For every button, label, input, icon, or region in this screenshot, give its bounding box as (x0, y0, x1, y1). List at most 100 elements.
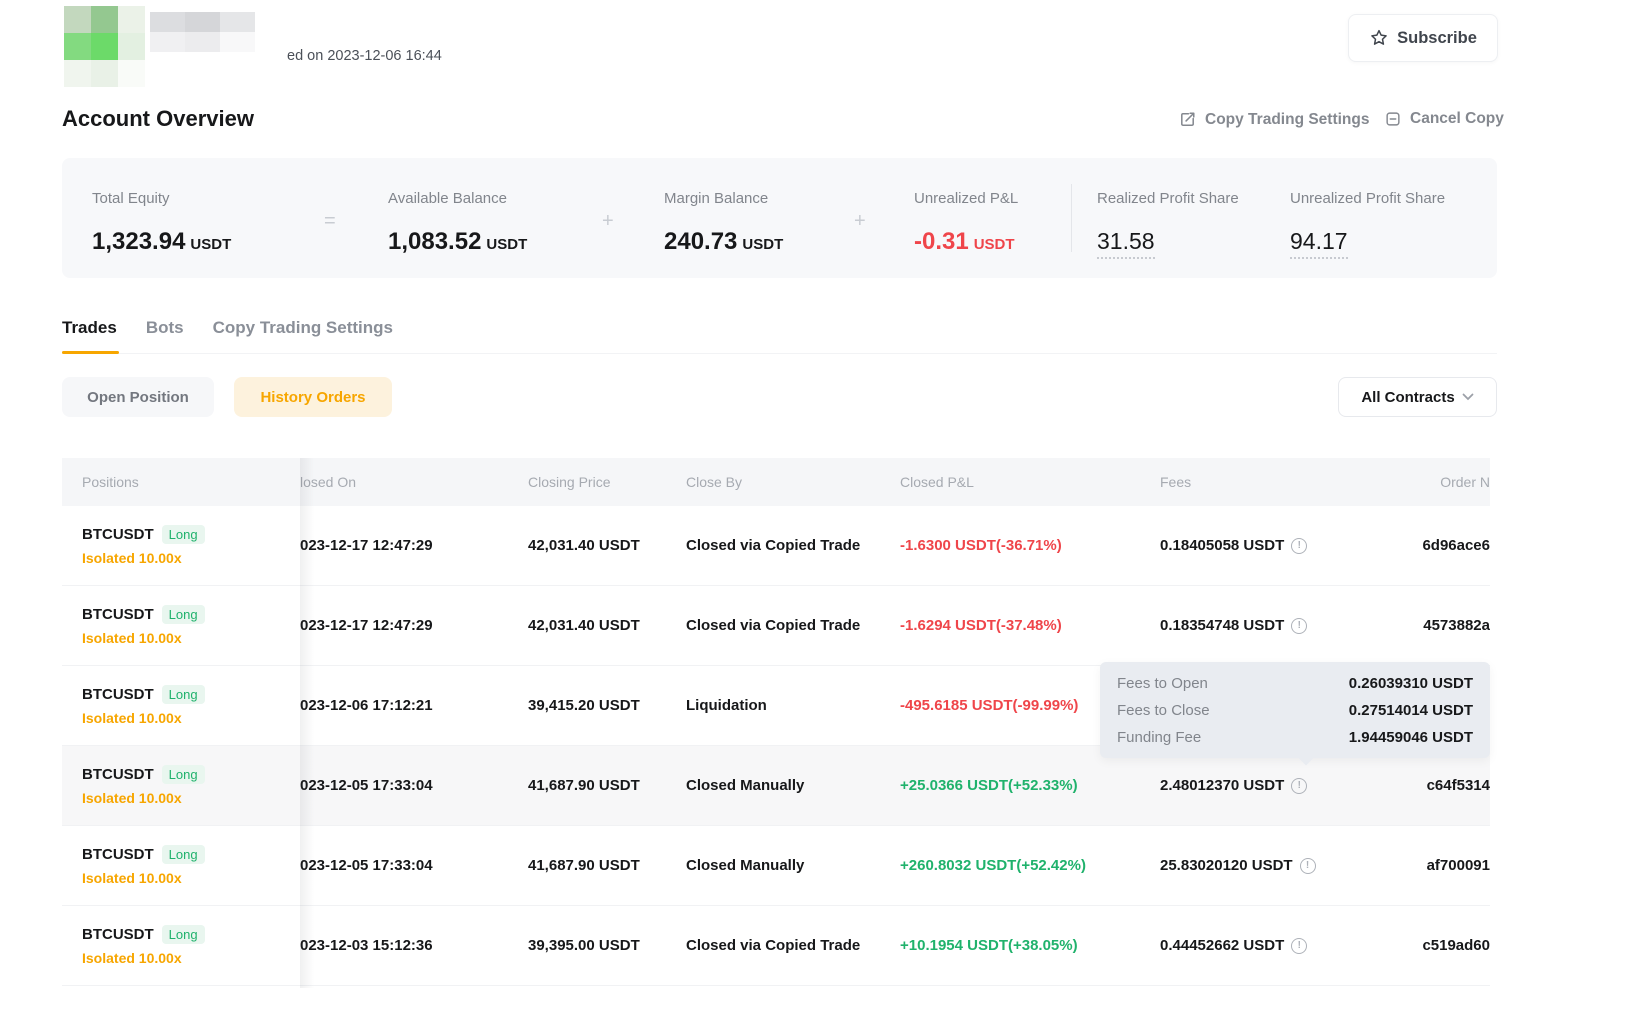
closed-on-cell: 023-12-17 12:47:29 (300, 617, 433, 634)
table-row[interactable]: BTCUSDT Long Isolated 10.00x 023-12-05 1… (62, 746, 1490, 826)
subscribe-label: Subscribe (1397, 28, 1477, 47)
side-badge: Long (161, 685, 205, 704)
margin-leverage: Isolated 10.00x (82, 710, 182, 726)
close-by-cell: Liquidation (686, 697, 767, 714)
stat-value: 1,323.94 USDT (92, 228, 232, 255)
order-no-cell: c64f5314 (1426, 777, 1490, 794)
position-cell: BTCUSDT Long Isolated 10.00x (62, 525, 300, 566)
pnl-value: +260.8032 USDT(+52.42%) (900, 857, 1086, 874)
closed-pnl-cell: +25.0366 USDT(+52.33%) (900, 777, 1126, 794)
symbol: BTCUSDT (82, 926, 154, 943)
close-by-cell: Closed via Copied Trade (686, 937, 861, 954)
closed-pnl-cell: +260.8032 USDT(+52.42%) (900, 857, 1126, 874)
closing-price-cell: 42,031.40 USDT (528, 537, 640, 554)
tooltip-label: Funding Fee (1117, 729, 1202, 746)
symbol: BTCUSDT (82, 526, 154, 543)
close-by-cell: Closed via Copied Trade (686, 617, 861, 634)
closed-on-cell: 023-12-05 17:33:04 (300, 857, 433, 874)
star-icon (1369, 28, 1389, 48)
closed-on-cell: 023-12-06 17:12:21 (300, 697, 433, 714)
copy-trading-settings-link[interactable]: Copy Trading Settings (1178, 110, 1369, 129)
table-row[interactable]: BTCUSDT Long Isolated 10.00x 023-12-05 1… (62, 826, 1490, 906)
col-closing-price: Closing Price (528, 474, 611, 490)
fees-value: 2.48012370 USDT (1160, 777, 1285, 794)
tooltip-row: Fees to Close 0.27514014 USDT (1117, 702, 1473, 719)
side-badge: Long (161, 845, 205, 864)
copied-date-text: ed on 2023-12-06 16:44 (287, 48, 442, 64)
plus-operator: + (602, 210, 614, 232)
col-closed-on: losed On (300, 474, 357, 490)
closed-pnl-cell: +10.1954 USDT(+38.05%) (900, 937, 1126, 954)
open-position-button[interactable]: Open Position (62, 377, 214, 417)
cancel-copy-label: Cancel Copy (1410, 110, 1504, 127)
info-icon[interactable]: ! (1291, 537, 1308, 554)
closing-price-cell: 41,687.90 USDT (528, 857, 640, 874)
stat-label: Realized Profit Share (1097, 190, 1239, 207)
stat-label: Margin Balance (664, 190, 769, 207)
equals-operator: = (324, 210, 336, 232)
table-row[interactable]: BTCUSDT Long Isolated 10.00x 023-12-17 1… (62, 506, 1490, 586)
margin-leverage: Isolated 10.00x (82, 550, 182, 566)
pnl-value: -1.6300 USDT(-36.71%) (900, 537, 1062, 554)
side-badge: Long (161, 765, 205, 784)
symbol: BTCUSDT (82, 846, 154, 863)
closing-price-cell: 41,687.90 USDT (528, 777, 640, 794)
stat-value: 1,083.52 USDT (388, 228, 528, 255)
col-positions: Positions (82, 474, 139, 490)
fees-value: 25.83020120 USDT (1160, 857, 1293, 874)
position-cell: BTCUSDT Long Isolated 10.00x (62, 765, 300, 806)
side-badge: Long (161, 925, 205, 944)
side-badge: Long (161, 525, 205, 544)
table-row[interactable]: BTCUSDT Long Isolated 10.00x 023-12-03 1… (62, 906, 1490, 986)
table-body: BTCUSDT Long Isolated 10.00x 023-12-17 1… (62, 506, 1490, 986)
chevron-down-icon (1462, 393, 1474, 401)
order-no-cell: 6d96ace6 (1422, 537, 1490, 554)
closed-pnl-cell: -495.6185 USDT(-99.99%) (900, 697, 1126, 714)
plus-operator: + (854, 210, 866, 232)
active-tab-indicator (62, 351, 119, 354)
position-cell: BTCUSDT Long Isolated 10.00x (62, 845, 300, 886)
contracts-dropdown-value: All Contracts (1361, 388, 1455, 406)
info-icon[interactable]: ! (1291, 937, 1308, 954)
closed-on-cell: 023-12-05 17:33:04 (300, 777, 433, 794)
stats-divider (1071, 184, 1072, 252)
col-order-no: Order N (1440, 474, 1490, 490)
order-no-cell: 4573882a (1423, 617, 1490, 634)
margin-leverage: Isolated 10.00x (82, 870, 182, 886)
close-by-cell: Closed via Copied Trade (686, 537, 861, 554)
closed-on-cell: 023-12-17 12:47:29 (300, 537, 433, 554)
trader-name-redacted (150, 12, 255, 52)
order-no-cell: af700091 (1426, 857, 1490, 874)
avatar (64, 6, 145, 87)
tab-copy-trading-settings[interactable]: Copy Trading Settings (212, 318, 393, 337)
history-orders-button[interactable]: History Orders (234, 377, 392, 417)
info-icon[interactable]: ! (1291, 617, 1308, 634)
col-close-by: Close By (686, 474, 743, 490)
closing-price-cell: 42,031.40 USDT (528, 617, 640, 634)
tab-bots[interactable]: Bots (145, 318, 184, 337)
copy-trading-settings-label: Copy Trading Settings (1205, 110, 1370, 128)
tooltip-label: Fees to Close (1117, 702, 1210, 719)
info-icon[interactable]: ! (1299, 857, 1316, 874)
info-icon[interactable]: ! (1291, 777, 1308, 794)
tooltip-value: 1.94459046 USDT (1348, 729, 1473, 746)
stat-value: 31.58 (1097, 228, 1155, 259)
side-badge: Long (161, 605, 205, 624)
cancel-copy-link[interactable]: Cancel Copy (1384, 110, 1504, 128)
page-title: Account Overview (62, 106, 254, 131)
symbol: BTCUSDT (82, 766, 154, 783)
position-cell: BTCUSDT Long Isolated 10.00x (62, 605, 300, 646)
stat-label: Unrealized P&L (914, 190, 1019, 207)
table-header-row: Positions losed On Closing Price Close B… (62, 458, 1490, 506)
pnl-value: -495.6185 USDT(-99.99%) (900, 697, 1079, 714)
tabs-border (62, 353, 1497, 354)
fees-cell: 0.18354748 USDT ! (1126, 617, 1366, 634)
table-row[interactable]: BTCUSDT Long Isolated 10.00x 023-12-17 1… (62, 586, 1490, 666)
fees-breakdown-tooltip: Fees to Open 0.26039310 USDT Fees to Clo… (1100, 662, 1490, 766)
pnl-value: +10.1954 USDT(+38.05%) (900, 937, 1078, 954)
subscribe-button[interactable]: Subscribe (1348, 14, 1498, 62)
tab-trades[interactable]: Trades (62, 318, 117, 337)
contracts-dropdown[interactable]: All Contracts (1338, 377, 1497, 417)
fees-cell: 25.83020120 USDT ! (1126, 857, 1366, 874)
